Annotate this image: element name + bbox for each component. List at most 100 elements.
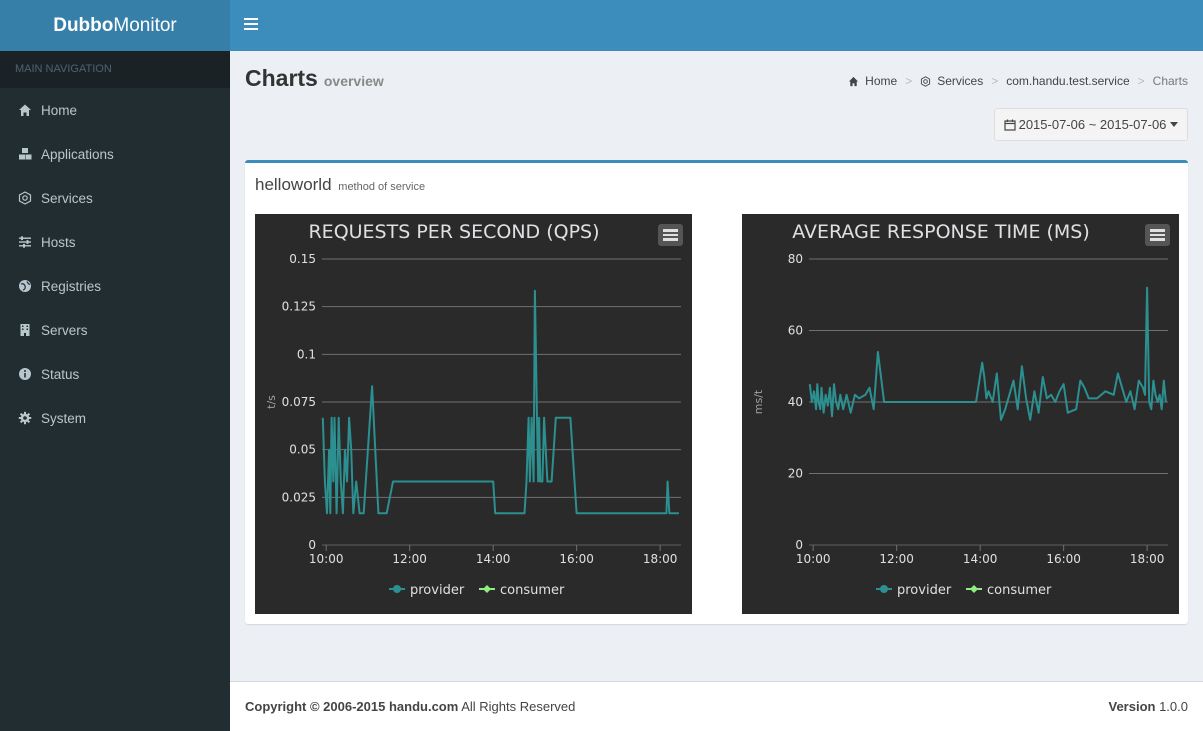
footer-copyright: Copyright © 2006-2015 handu.com All Righ… xyxy=(245,699,575,714)
gear-outline-icon xyxy=(921,75,931,87)
info-icon xyxy=(18,367,32,381)
response-time-chart: AVERAGE RESPONSE TIME (MS) 0 20 40 60 80 10:00… xyxy=(742,214,1179,614)
series-line-provider xyxy=(321,289,679,515)
breadcrumb: Home > Services > com.handu.test.service… xyxy=(848,74,1188,88)
legend-label: consumer xyxy=(500,583,565,598)
legend-item-consumer[interactable]: consumer xyxy=(966,583,1052,598)
legend-item-provider[interactable]: provider xyxy=(876,583,952,598)
chart-title: AVERAGE RESPONSE TIME (MS) xyxy=(792,221,1090,243)
x-tick-label: 12:00 xyxy=(392,552,427,566)
qps-chart-svg: REQUESTS PER SECOND (QPS) 0 0.025 0.05 0.075… xyxy=(265,221,681,598)
breadcrumb-home[interactable]: Home xyxy=(865,74,898,88)
rights-text: All Rights Reserved xyxy=(458,699,576,714)
top-bar xyxy=(230,0,1203,51)
box-subtitle: method of service xyxy=(338,181,426,193)
x-tick-label: 10:00 xyxy=(796,552,831,566)
sidebar-item-hosts[interactable]: Hosts xyxy=(0,220,230,264)
x-tick-label: 18:00 xyxy=(643,552,678,566)
y-tick-label: 0.1 xyxy=(297,347,316,361)
legend-label: provider xyxy=(897,583,952,598)
y-tick-label: 0 xyxy=(308,538,316,552)
legend-item-provider[interactable]: provider xyxy=(389,583,465,598)
y-axis-label: ms/t xyxy=(752,389,765,414)
sidebar-item-label: Servers xyxy=(41,322,88,338)
sidebar-item-label: Services xyxy=(41,190,93,206)
breadcrumb-services[interactable]: Services xyxy=(937,74,984,88)
y-tick-label: 0.025 xyxy=(282,490,316,504)
x-tick-label: 10:00 xyxy=(309,552,344,566)
sidebar-item-label: Registries xyxy=(41,278,102,294)
box-title-text: helloworld xyxy=(255,175,332,194)
version-number: 1.0.0 xyxy=(1155,699,1188,714)
calendar-icon xyxy=(1003,119,1016,131)
sidebar-item-services[interactable]: Services xyxy=(0,176,230,220)
page-subtitle: overview xyxy=(323,73,384,89)
building-icon xyxy=(18,323,32,337)
y-tick-label: 0.05 xyxy=(289,443,316,457)
y-tick-label: 40 xyxy=(788,395,803,409)
x-tick-label: 16:00 xyxy=(1046,552,1081,566)
sidebar-item-label: Status xyxy=(41,366,80,382)
copyright-text: Copyright © 2006-2015 handu.com xyxy=(245,699,459,714)
caret-down-icon xyxy=(1170,122,1179,127)
box-title: helloworld method of service xyxy=(255,175,425,195)
footer: Copyright © 2006-2015 handu.com All Righ… xyxy=(230,681,1203,731)
y-tick-label: 0.075 xyxy=(282,395,316,409)
sidebar-item-label: Hosts xyxy=(41,234,76,250)
y-tick-label: 0.125 xyxy=(282,300,316,314)
x-tick-label: 14:00 xyxy=(476,552,511,566)
sidebar-item-status[interactable]: Status xyxy=(0,352,230,396)
sidebar: Dubbo Monitor MAIN NAVIGATION Home Applica… xyxy=(0,0,230,731)
series-line-provider xyxy=(808,286,1167,421)
nav-header: MAIN NAVIGATION xyxy=(0,51,230,88)
nav-list: Home Applications Services Hosts Registries S… xyxy=(0,88,230,440)
legend-label: provider xyxy=(410,583,465,598)
y-axis-label: t/s xyxy=(265,395,278,409)
sidebar-item-servers[interactable]: Servers xyxy=(0,308,230,352)
response-time-chart-svg: AVERAGE RESPONSE TIME (MS) 0 20 40 60 80 10:00… xyxy=(752,221,1168,598)
chart-title: REQUESTS PER SECOND (QPS) xyxy=(308,221,599,243)
menu-toggle-icon[interactable] xyxy=(244,18,258,32)
cubes-icon xyxy=(18,147,32,161)
app-logo[interactable]: Dubbo Monitor xyxy=(0,0,230,51)
x-tick-label: 18:00 xyxy=(1130,552,1165,566)
version-label: Version xyxy=(1108,699,1156,714)
y-tick-label: 20 xyxy=(788,467,803,481)
legend-label: consumer xyxy=(987,583,1052,598)
gear-icon xyxy=(18,411,32,425)
breadcrumb-service[interactable]: com.handu.test.service xyxy=(1006,74,1130,88)
sidebar-item-label: Applications xyxy=(41,146,114,162)
date-range-button[interactable]: 2015-07-06 ~ 2015-07-06 xyxy=(994,108,1188,141)
breadcrumb-current: Charts xyxy=(1152,74,1188,88)
logo-text: Monitor xyxy=(113,14,177,36)
page-title: Charts overview xyxy=(245,65,384,92)
chart-menu-button[interactable] xyxy=(658,224,683,246)
date-range-text: 2015-07-06 ~ 2015-07-06 xyxy=(1018,117,1167,132)
sidebar-item-system[interactable]: System xyxy=(0,396,230,440)
y-tick-label: 60 xyxy=(788,324,803,338)
breadcrumb-separator: > xyxy=(991,74,999,88)
sidebar-item-home[interactable]: Home xyxy=(0,88,230,132)
breadcrumb-separator: > xyxy=(1137,74,1145,88)
sliders-icon xyxy=(18,235,32,249)
sidebar-item-registries[interactable]: Registries xyxy=(0,264,230,308)
chart-menu-button[interactable] xyxy=(1145,224,1170,246)
globe-icon xyxy=(18,279,32,293)
gear-outline-icon xyxy=(18,191,32,205)
logo-bold-text: Dubbo xyxy=(53,14,114,36)
y-tick-label: 80 xyxy=(788,252,803,266)
home-icon xyxy=(18,103,32,117)
legend-item-consumer[interactable]: consumer xyxy=(479,583,565,598)
home-icon xyxy=(849,76,859,86)
page-title-text: Charts xyxy=(245,65,318,91)
x-tick-label: 16:00 xyxy=(559,552,594,566)
y-tick-label: 0 xyxy=(795,538,803,552)
breadcrumb-separator: > xyxy=(905,74,913,88)
x-tick-label: 14:00 xyxy=(963,552,998,566)
y-tick-label: 0.15 xyxy=(289,252,316,266)
sidebar-item-label: System xyxy=(41,410,87,426)
x-tick-label: 12:00 xyxy=(879,552,914,566)
qps-chart: REQUESTS PER SECOND (QPS) 0 0.025 0.05 0.075… xyxy=(255,214,692,614)
sidebar-item-applications[interactable]: Applications xyxy=(0,132,230,176)
chart-box: helloworld method of service REQUESTS PE… xyxy=(245,160,1188,624)
